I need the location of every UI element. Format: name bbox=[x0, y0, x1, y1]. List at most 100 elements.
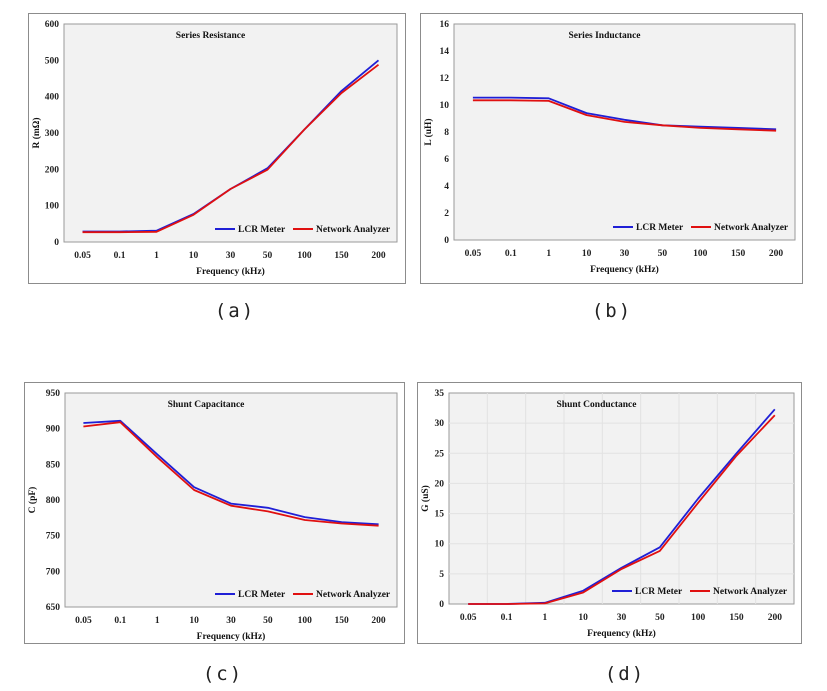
y-tick-label: 200 bbox=[45, 165, 60, 175]
x-tick-label: 0.1 bbox=[114, 251, 126, 261]
legend-label-0: LCR Meter bbox=[635, 587, 683, 597]
chart-a-svg: 0 100 200 300 400 500 600 0.05 0.1 1 10 30 50 100 150 2… bbox=[31, 20, 398, 277]
y-tick-label: 6 bbox=[444, 155, 449, 165]
x-axis-label: Frequency (kHz) bbox=[590, 264, 659, 275]
x-tick-label: 0.1 bbox=[501, 613, 513, 623]
x-tick-label: 150 bbox=[731, 249, 746, 259]
x-tick-label: 10 bbox=[189, 251, 199, 261]
y-tick-label: 4 bbox=[444, 182, 449, 192]
x-tick-label: 50 bbox=[658, 249, 668, 259]
chart-panel-a: 0 100 200 300 400 500 600 0.05 0.1 1 10 30 50 100 150 2… bbox=[28, 13, 406, 284]
y-tick-label: 15 bbox=[435, 510, 445, 520]
caption-a: (a) bbox=[214, 300, 256, 322]
x-tick-label: 0.05 bbox=[460, 613, 477, 623]
x-tick-label: 1 bbox=[542, 613, 547, 623]
y-tick-label: 0 bbox=[444, 236, 449, 246]
x-tick-label: 50 bbox=[263, 251, 273, 261]
caption-b: (b) bbox=[591, 300, 633, 322]
plot-area bbox=[63, 23, 398, 243]
x-tick-label: 200 bbox=[371, 251, 386, 261]
x-tick-label: 30 bbox=[617, 613, 627, 623]
x-tick-label: 10 bbox=[578, 613, 588, 623]
x-tick-label: 200 bbox=[371, 616, 386, 626]
x-tick-label: 30 bbox=[226, 616, 236, 626]
chart-title: Shunt Capacitance bbox=[168, 400, 245, 410]
y-axis-label: G (uS) bbox=[420, 485, 431, 512]
x-tick-label: 0.1 bbox=[114, 616, 126, 626]
chart-panel-b: 0 2 4 6 8 10 12 14 16 0.05 0.1 1 10 30 50 100 150 200 Freq… bbox=[420, 13, 803, 284]
plot-area bbox=[453, 23, 796, 241]
y-tick-label: 25 bbox=[435, 449, 445, 459]
x-tick-label: 100 bbox=[298, 616, 313, 626]
x-tick-label: 10 bbox=[582, 249, 592, 259]
x-tick-label: 1 bbox=[154, 251, 159, 261]
y-axis-label: L (uH) bbox=[423, 118, 434, 145]
series-line-0 bbox=[83, 419, 379, 526]
x-tick-label: 100 bbox=[691, 613, 706, 623]
chart-panel-c: 650 700 750 800 850 900 950 0.05 0.1 1 10 30 50 100 15… bbox=[24, 382, 405, 644]
y-tick-label: 0 bbox=[54, 238, 59, 248]
chart-title: Series Resistance bbox=[176, 31, 245, 41]
x-tick-label: 100 bbox=[297, 251, 312, 261]
y-tick-label: 30 bbox=[435, 419, 445, 429]
chart-title: Series Inductance bbox=[568, 31, 640, 41]
legend-label-1: Network Analyzer bbox=[713, 587, 788, 597]
series-line-0 bbox=[472, 96, 777, 131]
x-tick-label: 0.05 bbox=[74, 251, 91, 261]
y-tick-label: 750 bbox=[46, 532, 61, 542]
x-tick-label: 0.05 bbox=[465, 249, 482, 259]
x-axis-label: Frequency (kHz) bbox=[197, 631, 266, 642]
caption-c: (c) bbox=[202, 663, 244, 685]
chart-title: Shunt Conductance bbox=[557, 400, 637, 410]
y-tick-label: 800 bbox=[46, 496, 61, 506]
y-tick-label: 14 bbox=[440, 47, 450, 57]
chart-panel-d: 0 5 10 15 20 25 30 35 0.05 0.1 1 10 30 50 100 150 200 Fre… bbox=[417, 382, 802, 644]
y-tick-label: 0 bbox=[439, 600, 444, 610]
y-tick-label: 500 bbox=[45, 56, 60, 66]
x-tick-label: 0.05 bbox=[75, 616, 92, 626]
x-tick-label: 50 bbox=[263, 616, 273, 626]
legend-label-1: Network Analyzer bbox=[316, 225, 391, 235]
x-tick-label: 1 bbox=[546, 249, 551, 259]
x-tick-label: 30 bbox=[620, 249, 630, 259]
plot-area bbox=[64, 392, 398, 608]
x-tick-label: 150 bbox=[335, 616, 350, 626]
y-tick-label: 700 bbox=[46, 567, 61, 577]
x-axis-label: Frequency (kHz) bbox=[587, 628, 656, 639]
y-tick-label: 100 bbox=[45, 202, 60, 212]
x-tick-label: 200 bbox=[769, 249, 784, 259]
x-tick-label: 200 bbox=[768, 613, 783, 623]
x-tick-label: 10 bbox=[189, 616, 199, 626]
x-axis-label: Frequency (kHz) bbox=[196, 266, 265, 277]
y-tick-label: 400 bbox=[45, 93, 60, 103]
series-line-1 bbox=[82, 63, 380, 234]
y-tick-label: 950 bbox=[46, 389, 61, 399]
y-tick-label: 10 bbox=[440, 101, 450, 111]
y-tick-label: 2 bbox=[444, 209, 449, 219]
y-tick-label: 10 bbox=[435, 540, 445, 550]
x-tick-label: 0.1 bbox=[505, 249, 517, 259]
y-tick-label: 300 bbox=[45, 129, 60, 139]
y-tick-label: 8 bbox=[444, 128, 449, 138]
y-tick-label: 900 bbox=[46, 425, 61, 435]
legend-label-0: LCR Meter bbox=[238, 225, 286, 235]
legend-label-1: Network Analyzer bbox=[316, 590, 391, 600]
y-tick-label: 35 bbox=[435, 389, 445, 399]
y-tick-label: 16 bbox=[440, 20, 450, 30]
x-tick-label: 1 bbox=[155, 616, 160, 626]
x-tick-label: 50 bbox=[655, 613, 665, 623]
legend-label-0: LCR Meter bbox=[238, 590, 286, 600]
y-tick-label: 650 bbox=[46, 603, 61, 613]
x-tick-label: 30 bbox=[226, 251, 236, 261]
chart-c-svg: 650 700 750 800 850 900 950 0.05 0.1 1 10 30 50 100 15… bbox=[27, 389, 398, 642]
y-tick-label: 20 bbox=[435, 479, 445, 489]
series-line-1 bbox=[468, 414, 776, 605]
y-tick-label: 600 bbox=[45, 20, 60, 30]
x-tick-label: 150 bbox=[334, 251, 349, 261]
y-axis-label: C (pF) bbox=[27, 487, 38, 514]
chart-b-svg: 0 2 4 6 8 10 12 14 16 0.05 0.1 1 10 30 50 100 150 200 Freq… bbox=[423, 20, 796, 275]
caption-d: (d) bbox=[604, 663, 646, 685]
legend-label-0: LCR Meter bbox=[636, 223, 684, 233]
chart-d-svg: 0 5 10 15 20 25 30 35 0.05 0.1 1 10 30 50 100 150 200 Fre… bbox=[420, 389, 795, 639]
y-tick-label: 12 bbox=[440, 74, 450, 84]
